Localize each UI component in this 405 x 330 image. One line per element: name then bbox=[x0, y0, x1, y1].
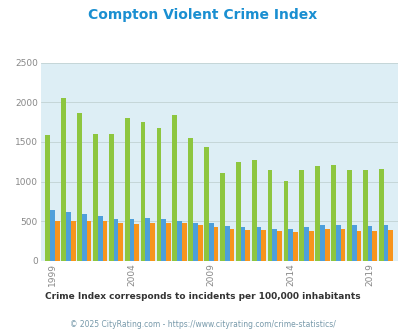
Bar bbox=[61, 98, 66, 261]
Text: Compton Violent Crime Index: Compton Violent Crime Index bbox=[88, 8, 317, 22]
Bar bbox=[303, 227, 308, 261]
Bar bbox=[77, 113, 82, 261]
Bar bbox=[346, 170, 351, 261]
Bar bbox=[150, 223, 155, 261]
Bar bbox=[188, 138, 192, 261]
Bar bbox=[209, 223, 213, 261]
Bar bbox=[277, 231, 281, 261]
Bar bbox=[213, 227, 218, 261]
Bar bbox=[93, 134, 98, 261]
Bar bbox=[335, 225, 340, 261]
Bar bbox=[113, 219, 118, 261]
Bar bbox=[351, 225, 356, 261]
Bar bbox=[283, 181, 288, 261]
Bar bbox=[161, 219, 166, 261]
Bar bbox=[129, 219, 134, 261]
Bar bbox=[166, 223, 171, 261]
Bar bbox=[86, 221, 91, 261]
Bar bbox=[197, 225, 202, 261]
Bar bbox=[371, 231, 376, 261]
Bar bbox=[299, 170, 303, 261]
Bar bbox=[109, 134, 113, 261]
Bar bbox=[315, 166, 319, 261]
Bar bbox=[145, 218, 150, 261]
Bar bbox=[378, 169, 383, 261]
Bar bbox=[245, 230, 249, 261]
Bar bbox=[140, 122, 145, 261]
Bar bbox=[102, 221, 107, 261]
Bar bbox=[229, 229, 234, 261]
Bar bbox=[124, 118, 129, 261]
Bar bbox=[181, 223, 186, 261]
Bar bbox=[330, 165, 335, 261]
Bar bbox=[383, 225, 388, 261]
Bar bbox=[367, 226, 371, 261]
Bar bbox=[220, 173, 224, 261]
Bar bbox=[267, 170, 272, 261]
Bar bbox=[172, 115, 177, 261]
Bar bbox=[82, 214, 86, 261]
Bar bbox=[156, 128, 161, 261]
Bar bbox=[235, 162, 240, 261]
Text: Crime Index corresponds to incidents per 100,000 inhabitants: Crime Index corresponds to incidents per… bbox=[45, 292, 360, 301]
Bar bbox=[177, 221, 181, 261]
Bar bbox=[70, 221, 75, 261]
Bar bbox=[55, 221, 60, 261]
Bar bbox=[362, 170, 367, 261]
Bar bbox=[388, 230, 392, 261]
Bar bbox=[308, 231, 313, 261]
Bar bbox=[288, 229, 292, 261]
Bar bbox=[256, 227, 261, 261]
Bar bbox=[118, 223, 123, 261]
Bar bbox=[340, 229, 345, 261]
Bar bbox=[192, 223, 197, 261]
Bar bbox=[240, 227, 245, 261]
Bar bbox=[224, 226, 229, 261]
Bar bbox=[204, 148, 209, 261]
Bar bbox=[50, 211, 55, 261]
Bar bbox=[98, 215, 102, 261]
Text: © 2025 CityRating.com - https://www.cityrating.com/crime-statistics/: © 2025 CityRating.com - https://www.city… bbox=[70, 320, 335, 329]
Bar bbox=[272, 229, 277, 261]
Bar bbox=[324, 229, 329, 261]
Bar bbox=[45, 135, 50, 261]
Bar bbox=[261, 230, 265, 261]
Bar bbox=[292, 232, 297, 261]
Bar bbox=[66, 213, 70, 261]
Bar bbox=[319, 225, 324, 261]
Bar bbox=[356, 231, 360, 261]
Bar bbox=[134, 224, 139, 261]
Bar bbox=[251, 160, 256, 261]
